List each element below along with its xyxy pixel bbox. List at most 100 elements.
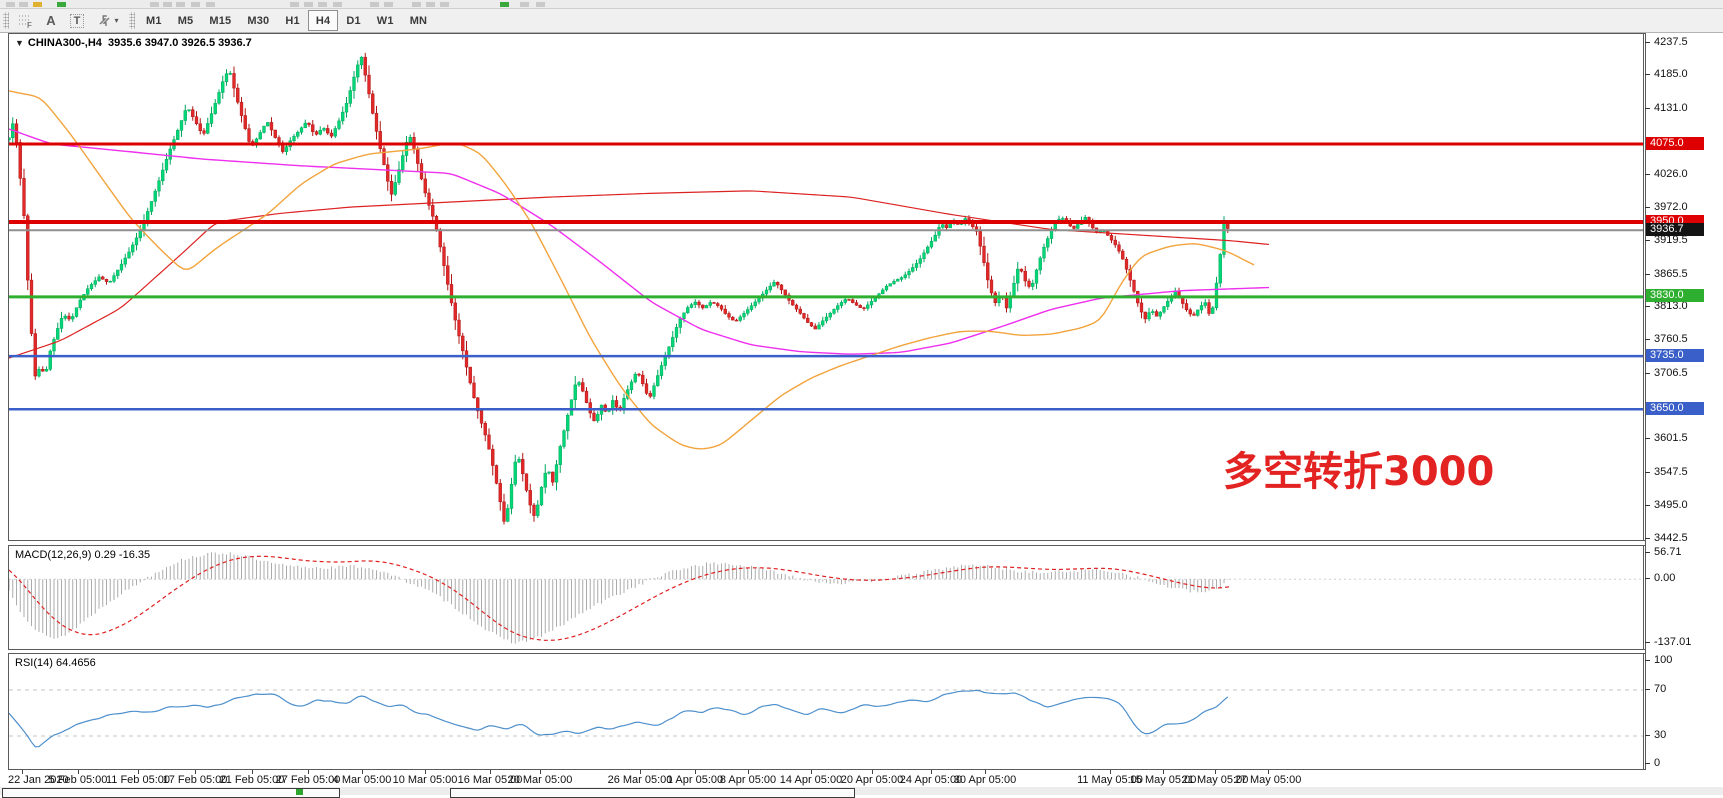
grid-f-icon[interactable]: F xyxy=(12,10,38,31)
toolbar-grip-2[interactable] xyxy=(129,12,135,29)
price-tick-label: 3601.5 xyxy=(1654,432,1688,445)
cut-off-toolbar-icon xyxy=(384,2,393,7)
price-tick-label: 3865.5 xyxy=(1654,267,1688,280)
timeframe-button-h1[interactable]: H1 xyxy=(285,14,300,27)
axis-tick xyxy=(1645,339,1650,341)
text-a-icon[interactable]: A xyxy=(46,13,56,28)
cut-off-toolbar-icon xyxy=(520,2,529,7)
time-tick xyxy=(78,770,79,774)
price-tick-label: 4185.0 xyxy=(1654,68,1688,81)
time-tick-label: 11 May 05:00 xyxy=(1077,774,1143,786)
chart-title: ▼ CHINA300-,H4 3935.6 3947.0 3926.5 3936.… xyxy=(15,37,252,49)
time-tick-label: 30 Apr 05:00 xyxy=(953,774,1017,786)
time-tick xyxy=(252,770,253,774)
cut-off-toolbar-icon xyxy=(536,2,545,7)
cut-off-toolbar-icon xyxy=(500,2,509,7)
price-tick-label: 3760.5 xyxy=(1654,333,1688,346)
cut-off-toolbar-icon xyxy=(150,2,159,7)
arrows-icon[interactable]: ▾ xyxy=(90,10,126,31)
main-chart-window[interactable]: ▼ CHINA300-,H4 3935.6 3947.0 3926.5 3936.… xyxy=(8,33,1723,541)
cut-off-window xyxy=(450,788,855,798)
timeframe-button-h4[interactable]: H4 xyxy=(307,10,339,31)
axis-tick xyxy=(1645,735,1650,736)
axis-tick xyxy=(1645,641,1650,643)
time-tick-label: 27 May 05:00 xyxy=(1234,774,1302,786)
rsi-tick-label: 70 xyxy=(1654,683,1667,695)
time-tick xyxy=(540,770,541,774)
time-tick-label: 10 Mar 05:00 xyxy=(392,774,458,786)
cut-off-toolbar-icon xyxy=(318,2,327,7)
axis-border-line xyxy=(1645,33,1646,770)
timeframe-button-m30[interactable]: M30 xyxy=(247,14,270,27)
main-toolbar: F A T ▾ M1 M5 M15 M30 H1 H4 D1 W1 MN xyxy=(0,9,1723,33)
axis-tick xyxy=(1645,240,1650,242)
level-price-badge: 3830.0 xyxy=(1646,289,1704,303)
time-tick-label: 27 Feb 05:00 xyxy=(275,774,341,786)
time-tick-label: 24 Apr 05:00 xyxy=(899,774,963,786)
price-tick-label: 3813.0 xyxy=(1654,300,1688,313)
time-tick-label: 8 Apr 05:00 xyxy=(719,774,777,786)
dropdown-caret-icon[interactable]: ▾ xyxy=(114,16,119,25)
macd-tick-label: -137.01 xyxy=(1654,635,1692,648)
level-price-badge: 3936.7 xyxy=(1646,222,1704,236)
time-tick xyxy=(985,770,986,774)
rsi-plot[interactable] xyxy=(9,654,1644,769)
axis-tick xyxy=(1645,108,1650,110)
chart-symbol-period: CHINA300-,H4 xyxy=(27,37,102,49)
macd-plot[interactable] xyxy=(9,546,1644,649)
timeframe-button-m15[interactable]: M15 xyxy=(209,14,232,27)
axis-tick xyxy=(1645,306,1650,308)
time-tick-label: 21 May 05:00 xyxy=(1181,774,1249,786)
price-tick-label: 3919.5 xyxy=(1654,234,1688,247)
timeframe-button-m5[interactable]: M5 xyxy=(177,14,194,27)
macd-label: MACD(12,26,9) 0.29 -16.35 xyxy=(15,549,151,561)
chart-ohlc-values: 3935.6 3947.0 3926.5 3936.7 xyxy=(108,37,252,49)
price-tick-label: 4026.0 xyxy=(1654,167,1688,180)
cut-off-toolbar-icon xyxy=(333,2,342,7)
time-tick xyxy=(748,770,749,774)
time-tick xyxy=(811,770,812,774)
toolbar-grip[interactable] xyxy=(3,12,9,29)
price-chart-plot[interactable]: 多空转折3000 xyxy=(9,34,1644,540)
time-tick-label: 21 Feb 05:00 xyxy=(219,774,285,786)
cut-off-toolbar-icon xyxy=(412,2,421,7)
price-axis[interactable]: 4237.5 4185.0 4131.0 4026.0 3972.0 3919.5 3865… xyxy=(1645,33,1723,770)
time-axis[interactable]: 22 Jan 2020 5 Feb 05:00 11 Feb 05:00 17 Feb… xyxy=(8,770,1645,787)
time-tick xyxy=(640,770,641,774)
price-tick-label: 3972.0 xyxy=(1654,201,1688,214)
time-tick-label: 16 Mar 05:00 xyxy=(457,774,523,786)
timeframe-button-d1[interactable]: D1 xyxy=(346,14,361,27)
time-tick-label: 1 Apr 05:00 xyxy=(666,774,724,786)
cut-off-toolbar-icon xyxy=(304,2,313,7)
axis-tick xyxy=(1645,372,1650,374)
svg-text:F: F xyxy=(27,21,32,29)
rsi-label: RSI(14) 64.4656 xyxy=(15,657,96,669)
chart-dropdown-icon[interactable]: ▼ xyxy=(15,38,24,48)
time-tick xyxy=(362,770,363,774)
axis-tick xyxy=(1645,763,1650,764)
cut-off-toolbar-icon xyxy=(176,2,185,7)
text-label-icon[interactable]: T xyxy=(64,10,90,31)
time-tick xyxy=(308,770,309,774)
time-tick-label: 20 Mar 05:00 xyxy=(507,774,573,786)
bottom-windows-sliver xyxy=(0,787,1723,798)
time-tick xyxy=(695,770,696,774)
price-tick-label: 3547.5 xyxy=(1654,466,1688,479)
level-price-badge: 3650.0 xyxy=(1646,401,1704,415)
time-tick xyxy=(1268,770,1269,774)
time-tick xyxy=(490,770,491,774)
timeframe-button-mn[interactable]: MN xyxy=(409,14,428,27)
price-tick-label: 3442.5 xyxy=(1654,531,1688,544)
chart-annotation-text[interactable]: 多空转折3000 xyxy=(1223,449,1494,495)
timeframe-button-m1[interactable]: M1 xyxy=(146,14,162,27)
timeframe-button-w1[interactable]: W1 xyxy=(376,14,394,27)
axis-tick xyxy=(1645,660,1650,661)
rsi-window[interactable]: RSI(14) 64.4656 xyxy=(8,653,1723,770)
time-tick xyxy=(138,770,139,774)
macd-window[interactable]: MACD(12,26,9) 0.29 -16.35 xyxy=(8,545,1723,650)
axis-tick xyxy=(1645,472,1650,474)
axis-tick xyxy=(1645,41,1650,43)
time-tick xyxy=(931,770,932,774)
time-tick xyxy=(22,770,23,774)
rsi-tick-label: 30 xyxy=(1654,729,1667,741)
